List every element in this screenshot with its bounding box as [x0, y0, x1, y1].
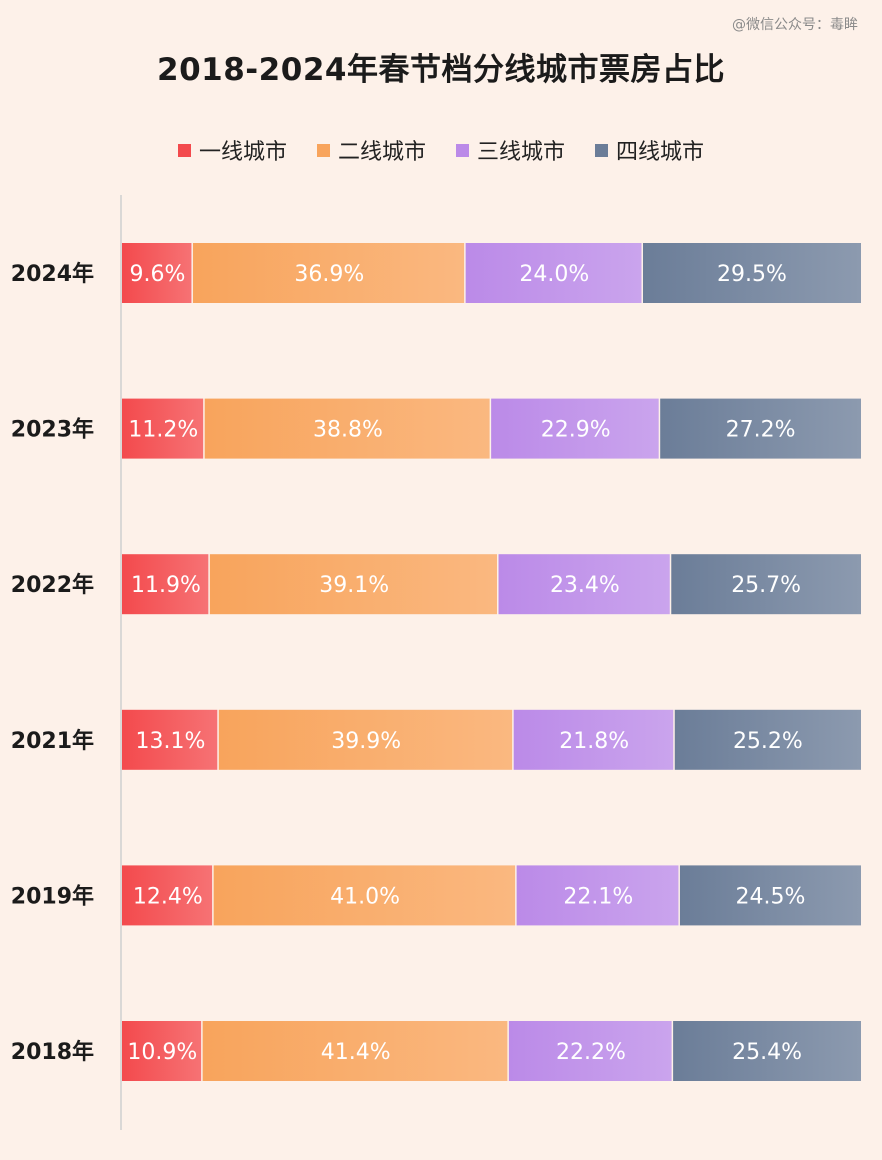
bar-data-label: 41.4%	[321, 1040, 391, 1065]
bar-data-label: 39.9%	[331, 729, 401, 754]
bar-data-label: 39.1%	[319, 573, 389, 598]
legend-label-tier1: 一线城市	[198, 140, 287, 165]
y-tick-label: 2018年	[11, 1039, 94, 1065]
bar-segment	[213, 865, 516, 926]
y-tick-label: 2019年	[11, 883, 94, 909]
watermark: @微信公众号：毒眸	[732, 17, 858, 33]
legend: 一线城市 二线城市 三线城市 四线城市	[0, 134, 882, 166]
bar-data-label: 38.8%	[313, 418, 383, 443]
legend-label-tier3: 三线城市	[477, 140, 566, 165]
bar-data-label: 22.2%	[556, 1040, 626, 1065]
legend-item-tier1: 一线城市	[177, 134, 287, 166]
bar-segment	[679, 865, 861, 926]
bar-segment	[218, 709, 513, 770]
legend-label-tier2: 二线城市	[337, 140, 426, 165]
bar-segment	[202, 1021, 508, 1081]
legend-item-tier4: 四线城市	[595, 134, 704, 166]
bar-data-label: 11.2%	[128, 418, 198, 443]
bar-segment	[122, 398, 204, 459]
bar-data-label: 12.4%	[133, 884, 203, 909]
bar-data-label: 22.9%	[541, 418, 611, 443]
bar-data-label: 25.7%	[731, 573, 801, 598]
bar-segment	[671, 554, 861, 615]
bar-data-label: 25.2%	[733, 729, 803, 754]
bar-segment	[204, 398, 490, 459]
bar-segment	[465, 243, 642, 303]
bar-segment	[491, 398, 659, 459]
chart-title: 2018-2024年春节档分线城市票房占比	[157, 52, 725, 88]
bar-data-label: 23.4%	[550, 573, 620, 598]
bar-segment	[660, 398, 861, 459]
bars-group: 2024年 9.6% 36.9% 24.0% 29.5% 2023年 11.2% 38.8% 2…	[11, 243, 861, 1081]
legend-item-tier2: 二线城市	[316, 134, 426, 166]
y-tick-label: 2023年	[11, 417, 94, 443]
bar-data-label: 36.9%	[294, 262, 364, 287]
bar-data-label: 22.1%	[563, 884, 633, 909]
bar-segment	[516, 865, 679, 926]
y-tick-label: 2021年	[11, 728, 94, 754]
bar-data-label: 24.5%	[736, 884, 806, 909]
y-tick-label: 2024年	[11, 261, 94, 287]
bar-data-label: 9.6%	[130, 262, 186, 287]
bar-segment	[674, 709, 861, 770]
bar-data-label: 24.0%	[519, 262, 589, 287]
bar-segment	[122, 554, 209, 615]
bar-segment	[192, 243, 465, 303]
bar-segment	[122, 243, 192, 303]
bar-data-label: 27.2%	[726, 418, 796, 443]
bar-segment	[122, 1021, 202, 1081]
legend-swatch-tier4	[595, 143, 609, 157]
bar-segment	[122, 709, 218, 770]
legend-item-tier3: 三线城市	[456, 134, 565, 166]
bar-data-label: 41.0%	[330, 884, 400, 909]
legend-swatch-tier2	[316, 143, 330, 157]
y-tick-label: 2022年	[11, 572, 94, 598]
bar-data-label: 11.9%	[131, 573, 201, 598]
bar-data-label: 13.1%	[135, 729, 205, 754]
bar-data-label: 10.9%	[127, 1040, 197, 1065]
legend-swatch-tier3	[456, 143, 469, 157]
bar-segment	[122, 865, 213, 926]
bar-segment	[498, 554, 670, 615]
bar-segment	[209, 554, 498, 615]
bar-segment	[513, 709, 674, 770]
bar-data-label: 29.5%	[717, 262, 787, 287]
bar-segment	[673, 1021, 861, 1081]
bar-data-label: 21.8%	[559, 729, 629, 754]
legend-swatch-tier1	[177, 143, 191, 157]
bar-segment	[642, 243, 861, 303]
bar-segment	[508, 1021, 672, 1081]
legend-label-tier4: 四线城市	[616, 140, 705, 165]
bar-data-label: 25.4%	[732, 1040, 802, 1065]
